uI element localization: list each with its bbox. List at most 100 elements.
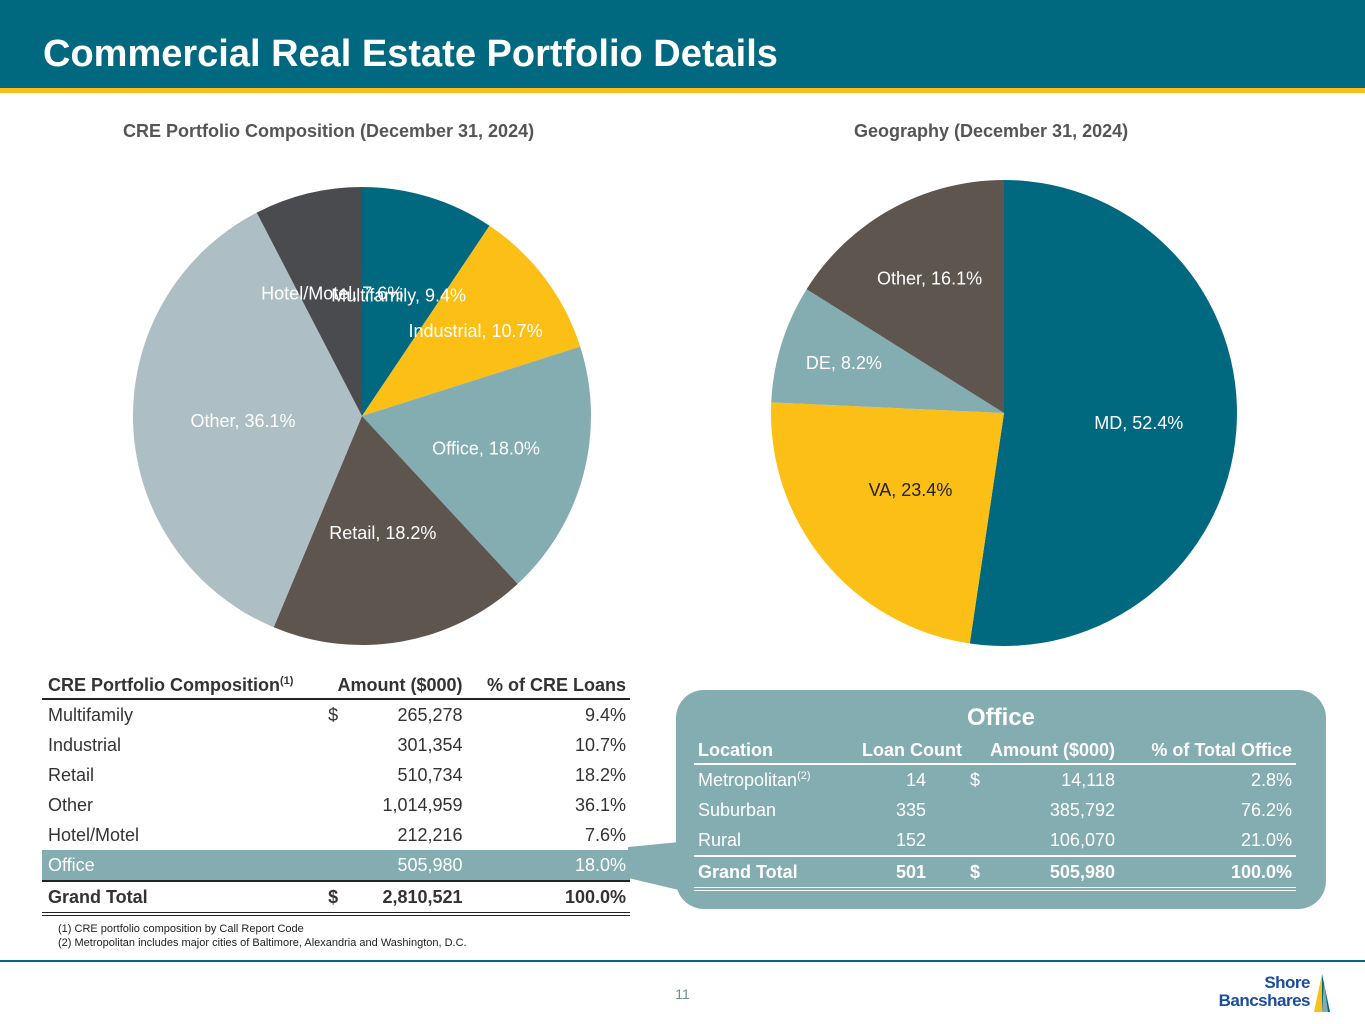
pie-label-de: DE, 8.2% bbox=[806, 353, 882, 373]
footer-rule bbox=[0, 960, 1365, 962]
total-label: Grand Total bbox=[42, 880, 323, 916]
pie-label-other: Other, 36.1% bbox=[190, 411, 295, 431]
row-currency bbox=[322, 730, 360, 760]
table-row: Suburban 335 385,792 76.2% bbox=[694, 795, 1296, 825]
row-amount: 505,980 bbox=[360, 850, 467, 881]
total-pct: 100.0% bbox=[1118, 855, 1296, 891]
row-pct: 18.2% bbox=[574, 764, 627, 785]
table-row: Office 505,980 18.0% bbox=[42, 850, 630, 881]
row-pct: 76.2% bbox=[1240, 799, 1293, 820]
row-currency: $ bbox=[328, 704, 339, 725]
logo-text: Shore Bancshares bbox=[1218, 973, 1311, 1010]
pie-slice-other bbox=[133, 212, 362, 628]
pie-label-hotel-motel: Hotel/Motel, 7.6% bbox=[261, 284, 403, 304]
column-header-amount: Amount ($000) bbox=[322, 670, 467, 700]
total-amount: 2,810,521 bbox=[360, 880, 467, 916]
row-pct: 9.4% bbox=[584, 704, 627, 725]
row-count: 152 bbox=[895, 829, 926, 850]
pie-slice-md bbox=[969, 180, 1237, 646]
row-currency bbox=[322, 820, 360, 850]
total-label: Grand Total bbox=[694, 855, 838, 891]
pie-label-md: MD, 52.4% bbox=[1094, 413, 1183, 433]
column-header-count: Loan Count bbox=[837, 735, 966, 765]
office-table: Location Loan Count Amount ($000) % of T… bbox=[694, 735, 1296, 891]
row-amount: 301,354 bbox=[397, 734, 463, 755]
total-amount: 505,980 bbox=[993, 855, 1119, 891]
row-location: Suburban bbox=[698, 799, 777, 820]
pie-slice-de bbox=[771, 289, 1004, 413]
total-currency: $ bbox=[322, 880, 361, 916]
pie-label-multifamily: Multifamily, 9.4% bbox=[331, 286, 466, 306]
row-category: Retail bbox=[48, 764, 95, 785]
row-pct: 18.0% bbox=[466, 850, 630, 881]
row-location: Metropolitan(2) bbox=[698, 769, 811, 790]
row-amount: 1,014,959 bbox=[382, 794, 463, 815]
row-count: 335 bbox=[895, 799, 926, 820]
column-header-location: Location bbox=[694, 735, 838, 765]
pie-slice-multifamily bbox=[362, 187, 490, 416]
row-currency bbox=[322, 760, 360, 790]
row-category: Office bbox=[42, 850, 323, 881]
header-bar bbox=[0, 0, 1365, 88]
pie-label-office: Office, 18.0% bbox=[432, 439, 540, 459]
sail-icon bbox=[1314, 974, 1330, 1012]
table-total-row: Grand Total 501 $505,980 100.0% bbox=[694, 855, 1296, 891]
page-number: 11 bbox=[675, 986, 690, 1002]
row-count: 14 bbox=[905, 769, 926, 790]
row-pct: 2.8% bbox=[1250, 769, 1293, 790]
cre-composition-pie: Multifamily, 9.4% Industrial, 10.7% Office… bbox=[133, 187, 591, 645]
pie-label-other: Other, 16.1% bbox=[877, 268, 982, 288]
pie-label-va: VA, 23.4% bbox=[869, 480, 953, 500]
row-category: Multifamily bbox=[48, 704, 134, 725]
table-total-row: Grand Total $2,810,521 100.0% bbox=[42, 880, 630, 916]
column-header-amount: Amount ($000) bbox=[965, 735, 1119, 765]
row-category: Industrial bbox=[48, 734, 122, 755]
pie-slice-industrial bbox=[362, 225, 581, 416]
header-accent-rule bbox=[0, 88, 1365, 93]
pie-label-industrial: Industrial, 10.7% bbox=[409, 321, 543, 341]
table-row: Rural 152 106,070 21.0% bbox=[694, 825, 1296, 856]
column-header-pct: % of CRE Loans bbox=[466, 670, 630, 700]
row-amount: 265,278 bbox=[397, 704, 463, 725]
table-header-row: CRE Portfolio Composition(1) Amount ($00… bbox=[42, 670, 630, 700]
table-row: Hotel/Motel 212,216 7.6% bbox=[42, 820, 630, 850]
geo-chart-title: Geography (December 31, 2024) bbox=[854, 121, 1129, 141]
cre-composition-table: CRE Portfolio Composition(1) Amount ($00… bbox=[42, 670, 630, 916]
row-amount: 106,070 bbox=[1049, 829, 1115, 850]
row-pct: 21.0% bbox=[1240, 829, 1293, 850]
total-currency: $ bbox=[965, 855, 994, 891]
pie-slice-retail bbox=[273, 416, 518, 645]
pie-slice-office bbox=[362, 346, 591, 584]
office-panel-title: Office bbox=[966, 704, 1035, 731]
column-header-pct: % of Total Office bbox=[1118, 735, 1296, 765]
row-pct: 36.1% bbox=[574, 794, 627, 815]
pie-label-retail: Retail, 18.2% bbox=[329, 523, 436, 543]
row-currency bbox=[966, 795, 994, 825]
table-row: Retail 510,734 18.2% bbox=[42, 760, 630, 790]
page-title: Commercial Real Estate Portfolio Details bbox=[43, 33, 778, 75]
table-row: Metropolitan(2) 14 $14,118 2.8% bbox=[694, 764, 1296, 795]
geography-pie: MD, 52.4% VA, 23.4% DE, 8.2% Other, 16.1% bbox=[771, 180, 1237, 646]
row-location: Rural bbox=[698, 829, 742, 850]
row-pct: 7.6% bbox=[584, 824, 627, 845]
table-row: Multifamily $265,278 9.4% bbox=[42, 699, 630, 730]
cre-chart-title: CRE Portfolio Composition (December 31, … bbox=[123, 121, 535, 141]
footnotes: (1) CRE portfolio composition by Call Re… bbox=[58, 922, 467, 950]
company-logo: Shore Bancshares bbox=[1218, 970, 1336, 1018]
row-currency bbox=[322, 790, 360, 820]
row-amount: 385,792 bbox=[1049, 799, 1115, 820]
row-currency: $ bbox=[969, 769, 980, 790]
office-panel: Office Location Loan Count Amount ($000)… bbox=[676, 690, 1326, 909]
row-amount: 510,734 bbox=[397, 764, 463, 785]
table-header-row: Location Loan Count Amount ($000) % of T… bbox=[694, 735, 1296, 765]
total-count: 501 bbox=[837, 855, 966, 891]
pie-slice-hotel-motel bbox=[256, 187, 362, 416]
table-row: Other 1,014,959 36.1% bbox=[42, 790, 630, 820]
footnote-2: (2) Metropolitan includes major cities o… bbox=[58, 937, 467, 949]
row-category: Other bbox=[48, 794, 94, 815]
pie-slice-va bbox=[771, 402, 1004, 644]
row-pct: 10.7% bbox=[574, 734, 627, 755]
row-category: Hotel/Motel bbox=[48, 824, 140, 845]
row-amount: 212,216 bbox=[397, 824, 463, 845]
row-amount: 14,118 bbox=[1061, 769, 1115, 790]
